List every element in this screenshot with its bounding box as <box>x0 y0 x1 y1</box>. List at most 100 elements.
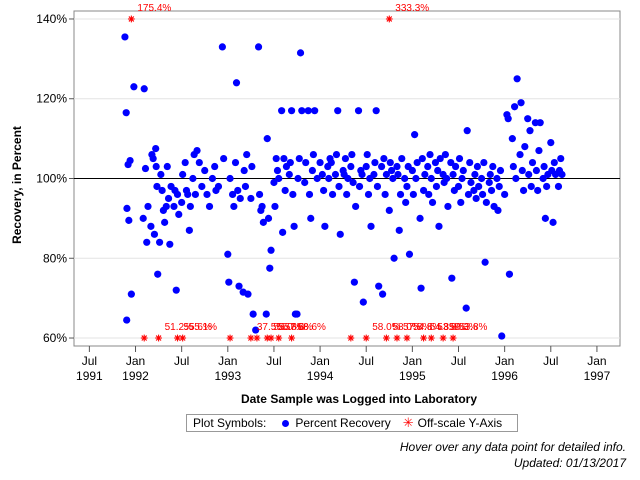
data-point <box>143 238 151 246</box>
data-point <box>513 75 521 83</box>
data-point <box>348 150 356 159</box>
data-point <box>464 190 473 199</box>
data-point <box>516 150 524 159</box>
data-point <box>224 250 232 258</box>
y-tick-label: 80% <box>43 251 67 265</box>
data-point <box>481 258 489 266</box>
off-scale-point <box>420 334 427 342</box>
data-point <box>147 222 155 230</box>
x-tick-label: Jan <box>495 354 514 368</box>
x-tick-label: Jul <box>174 354 189 368</box>
data-point <box>358 170 366 179</box>
off-scale-point <box>247 334 255 342</box>
data-point <box>452 162 460 171</box>
off-scale-point <box>140 334 148 342</box>
data-point <box>126 156 134 165</box>
data-point <box>372 107 380 115</box>
data-point <box>289 190 297 199</box>
data-point <box>426 150 434 159</box>
off-scale-point <box>275 334 283 342</box>
data-point <box>471 170 479 179</box>
data-point <box>493 174 501 183</box>
data-point <box>334 107 342 115</box>
data-point <box>296 49 305 57</box>
x-tick-year-label: 1995 <box>399 369 426 383</box>
data-point <box>331 170 340 179</box>
off-scale-value-label: 58.6% <box>298 322 326 333</box>
legend-title: Plot Symbols: <box>193 416 267 430</box>
x-tick-label: Jan <box>587 354 606 368</box>
off-scale-point <box>385 15 393 23</box>
data-point <box>163 162 171 171</box>
data-point <box>311 107 319 115</box>
data-point <box>154 270 162 278</box>
data-point <box>341 154 350 163</box>
data-point <box>270 178 278 187</box>
data-point <box>304 107 312 115</box>
data-point <box>349 178 357 187</box>
data-point <box>141 164 150 173</box>
data-point <box>459 166 467 175</box>
data-point <box>371 158 379 167</box>
data-point <box>144 202 152 211</box>
data-point <box>508 135 516 143</box>
data-point <box>173 190 182 199</box>
data-point <box>489 162 497 171</box>
data-point <box>247 194 255 203</box>
data-point <box>498 332 506 340</box>
off-scale-value-label: 55.6% <box>277 322 305 333</box>
data-point <box>375 282 383 290</box>
data-point <box>172 286 180 294</box>
off-scale-value-label: 37.5% <box>257 322 285 333</box>
x-tick-year-label: 1996 <box>491 369 518 383</box>
data-point <box>535 146 543 155</box>
x-tick-year-label: 1991 <box>76 369 103 383</box>
data-point <box>243 150 251 159</box>
data-point <box>236 194 244 203</box>
data-point <box>294 174 302 183</box>
data-point <box>412 174 420 183</box>
data-point <box>413 158 421 167</box>
data-point <box>441 150 449 159</box>
data-point <box>254 43 263 51</box>
data-point <box>266 264 274 272</box>
data-point <box>518 166 526 175</box>
off-scale-value-label: 59.3% <box>449 322 477 333</box>
data-point <box>264 214 273 222</box>
data-point <box>179 170 187 179</box>
data-point <box>393 162 401 171</box>
data-point <box>275 174 283 183</box>
data-point <box>125 216 133 224</box>
data-point <box>463 127 471 135</box>
data-point <box>205 202 214 211</box>
x-tick-label: Jul <box>82 354 97 368</box>
data-point <box>320 186 328 195</box>
data-point <box>526 127 534 135</box>
data-point <box>443 174 451 183</box>
data-point <box>436 154 444 163</box>
data-point <box>550 158 558 167</box>
data-point <box>435 222 443 230</box>
off-scale-value-label: 55.0% <box>273 322 301 333</box>
data-point <box>244 290 252 298</box>
data-point <box>343 190 351 199</box>
data-point <box>325 174 333 183</box>
data-point <box>123 316 131 324</box>
legend-entry-percent-recovery: Percent Recovery <box>295 416 391 430</box>
data-point <box>517 99 525 107</box>
x-tick-label: Jul <box>359 354 374 368</box>
data-point <box>280 154 288 163</box>
data-point <box>225 278 233 286</box>
data-point <box>278 107 286 115</box>
data-point <box>208 174 217 183</box>
data-point <box>185 226 193 234</box>
data-point <box>416 214 424 222</box>
data-point <box>226 174 234 183</box>
data-point <box>534 186 542 195</box>
data-point <box>335 182 343 191</box>
data-point <box>123 204 131 213</box>
x-tick-label: Jul <box>266 354 281 368</box>
y-tick-label: 60% <box>43 331 67 345</box>
data-point <box>467 178 475 187</box>
data-point <box>273 166 282 175</box>
